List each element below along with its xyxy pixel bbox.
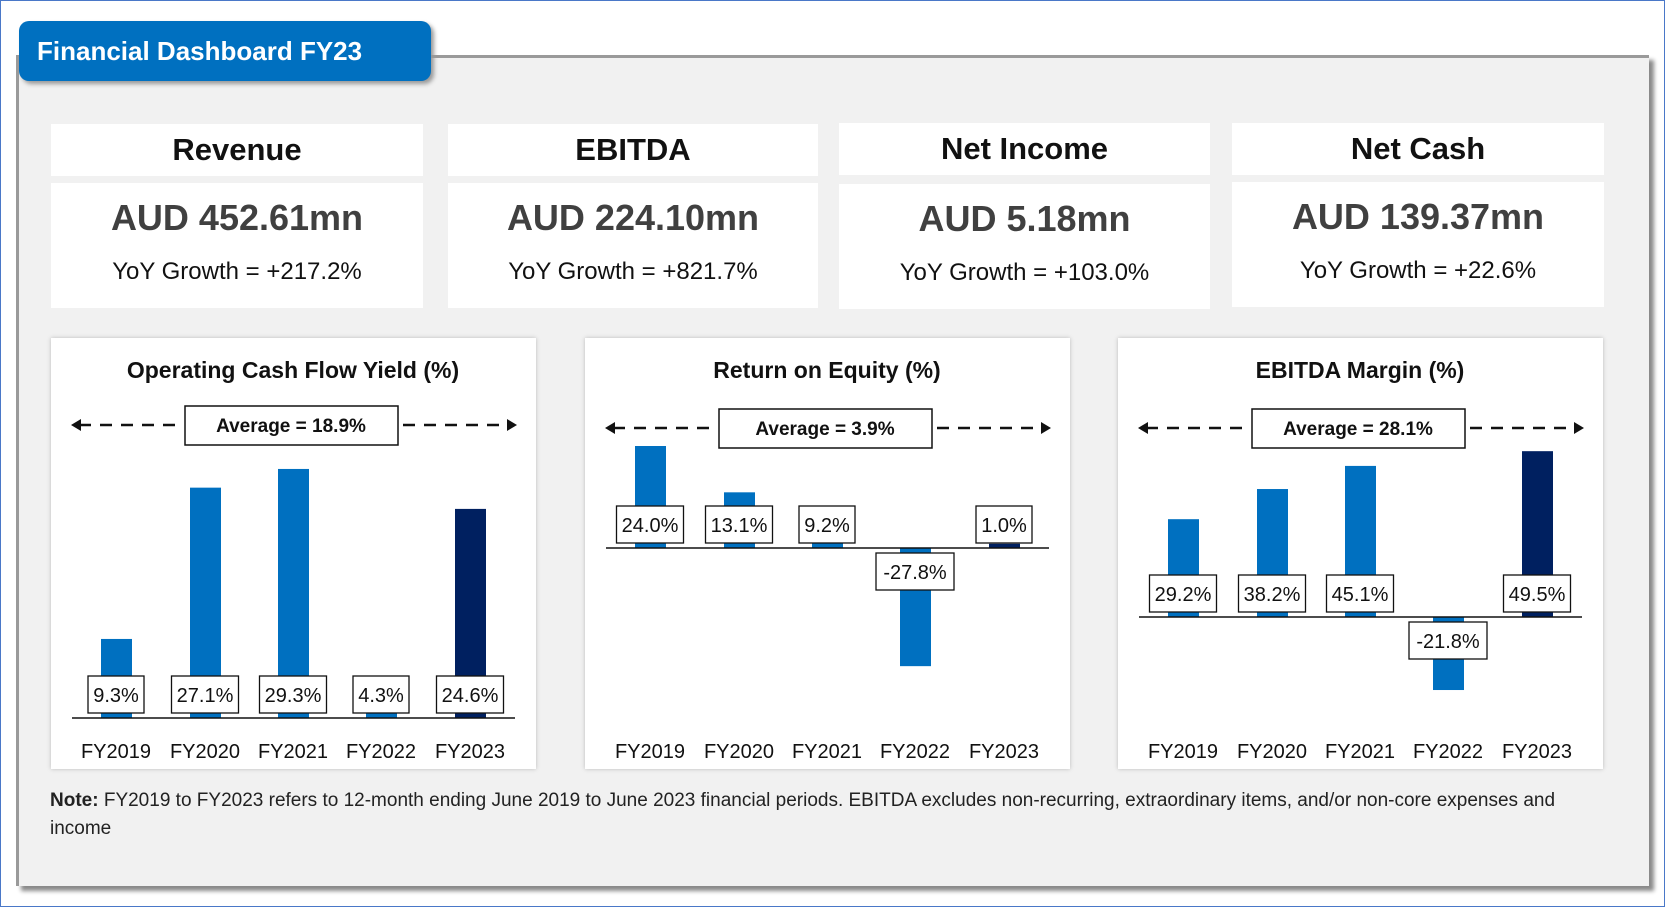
x-tick-label: FY2021 (258, 741, 328, 763)
data-label: 29.2% (1155, 584, 1212, 606)
kpi-growth: YoY Growth = +22.6% (1299, 257, 1537, 284)
data-label: 4.3% (358, 685, 404, 707)
data-label-box (258, 675, 328, 714)
x-tick-label: FY2022 (346, 741, 416, 763)
chart-title: Operating Cash Flow Yield (%) (127, 357, 459, 383)
kpi-value: AUD 5.18mn (918, 198, 1131, 239)
kpi-value: AUD 452.61mn (110, 197, 364, 238)
data-label-box (87, 675, 145, 714)
x-tick-label: FY2019 (1148, 741, 1218, 763)
data-label-box (435, 675, 505, 714)
x-tick-label: FY2020 (1237, 741, 1307, 763)
data-label-box (1237, 574, 1307, 613)
kpi-label: EBITDA (448, 124, 818, 176)
x-tick-label: FY2023 (1502, 741, 1572, 763)
data-label-box (1148, 574, 1218, 613)
data-label: 27.1% (177, 685, 234, 707)
kpi-body: AUD 224.10mn YoY Growth = +821.7% (448, 183, 818, 308)
footnote: Note: FY2019 to FY2023 refers to 12-mont… (50, 787, 1590, 843)
data-label-box (704, 505, 774, 544)
kpi-body: AUD 452.61mn YoY Growth = +217.2% (51, 183, 423, 308)
bar-fy2023 (989, 543, 1020, 548)
x-tick-label: FY2020 (170, 741, 240, 763)
chart-operating-cash-flow-yield: Operating Cash Flow Yield (%) Average = 1… (51, 338, 536, 769)
x-tick-label: FY2023 (969, 741, 1039, 763)
kpi-body: AUD 139.37mn YoY Growth = +22.6% (1232, 182, 1604, 307)
x-tick-label: FY2023 (435, 741, 505, 763)
chart-svg: Operating Cash Flow Yield (%) Average = 1… (71, 357, 517, 763)
average-box (1251, 408, 1466, 449)
arrow-left-icon (71, 419, 81, 431)
average-label: Average = 18.9% (216, 416, 366, 437)
data-label: -21.8% (1416, 631, 1480, 653)
kpi-growth: YoY Growth = +821.7% (508, 258, 758, 285)
chart-svg: Return on Equity (%) Average = 3.9% 24.0% 1… (605, 357, 1051, 763)
data-label: 38.2% (1244, 584, 1301, 606)
data-label-box (170, 675, 240, 714)
data-label: 49.5% (1509, 584, 1566, 606)
chart-title: Return on Equity (%) (713, 357, 940, 383)
note-text: FY2019 to FY2023 refers to 12-month endi… (50, 790, 1556, 839)
chart-ebitda-margin: EBITDA Margin (%) Average = 28.1% 29.2% 38.… (1118, 338, 1603, 769)
data-label: 24.6% (442, 685, 499, 707)
data-label-box (1502, 574, 1572, 613)
arrow-right-icon (1041, 422, 1051, 434)
x-tick-label: FY2020 (704, 741, 774, 763)
chart-svg: EBITDA Margin (%) Average = 28.1% 29.2% 38.… (1138, 357, 1584, 763)
kpi-body: AUD 5.18mn YoY Growth = +103.0% (839, 184, 1210, 309)
kpi-label: Revenue (51, 124, 423, 176)
data-label: -27.8% (883, 562, 947, 584)
arrow-right-icon (507, 419, 517, 431)
kpi-value: AUD 139.37mn (1291, 196, 1545, 237)
chart-return-on-equity: Return on Equity (%) Average = 3.9% 24.0% 1… (585, 338, 1070, 769)
x-tick-label: FY2019 (615, 741, 685, 763)
kpi-growth: YoY Growth = +217.2% (112, 258, 362, 285)
arrow-left-icon (605, 422, 615, 434)
data-label-box (1325, 574, 1395, 613)
data-label-box (798, 505, 856, 544)
data-label-box (615, 505, 685, 544)
data-label: 29.3% (265, 685, 322, 707)
note-label: Note: (50, 790, 99, 811)
x-tick-label: FY2019 (81, 741, 151, 763)
arrow-left-icon (1138, 422, 1148, 434)
kpi-label: Net Cash (1232, 123, 1604, 175)
data-label: 24.0% (622, 515, 679, 537)
data-label: 1.0% (981, 515, 1027, 537)
kpi-growth: YoY Growth = +103.0% (899, 259, 1150, 286)
chart-title: EBITDA Margin (%) (1256, 357, 1465, 383)
data-label-box (875, 552, 955, 591)
data-label-box (975, 505, 1033, 544)
data-label: 9.3% (93, 685, 139, 707)
kpi-label: Net Income (839, 123, 1210, 175)
dashboard-title: Financial Dashboard FY23 (19, 21, 431, 81)
data-label-box (1408, 621, 1488, 660)
data-label: 45.1% (1332, 584, 1389, 606)
average-label: Average = 28.1% (1283, 419, 1433, 440)
x-tick-label: FY2022 (1413, 741, 1483, 763)
data-label-box (352, 675, 410, 714)
data-label: 9.2% (804, 515, 850, 537)
arrow-right-icon (1574, 422, 1584, 434)
x-tick-label: FY2021 (1325, 741, 1395, 763)
x-tick-label: FY2021 (792, 741, 862, 763)
kpi-value: AUD 224.10mn (506, 197, 760, 238)
data-label: 13.1% (711, 515, 768, 537)
x-tick-label: FY2022 (880, 741, 950, 763)
average-box (184, 405, 399, 446)
average-label: Average = 3.9% (755, 419, 894, 440)
average-box (718, 408, 933, 449)
